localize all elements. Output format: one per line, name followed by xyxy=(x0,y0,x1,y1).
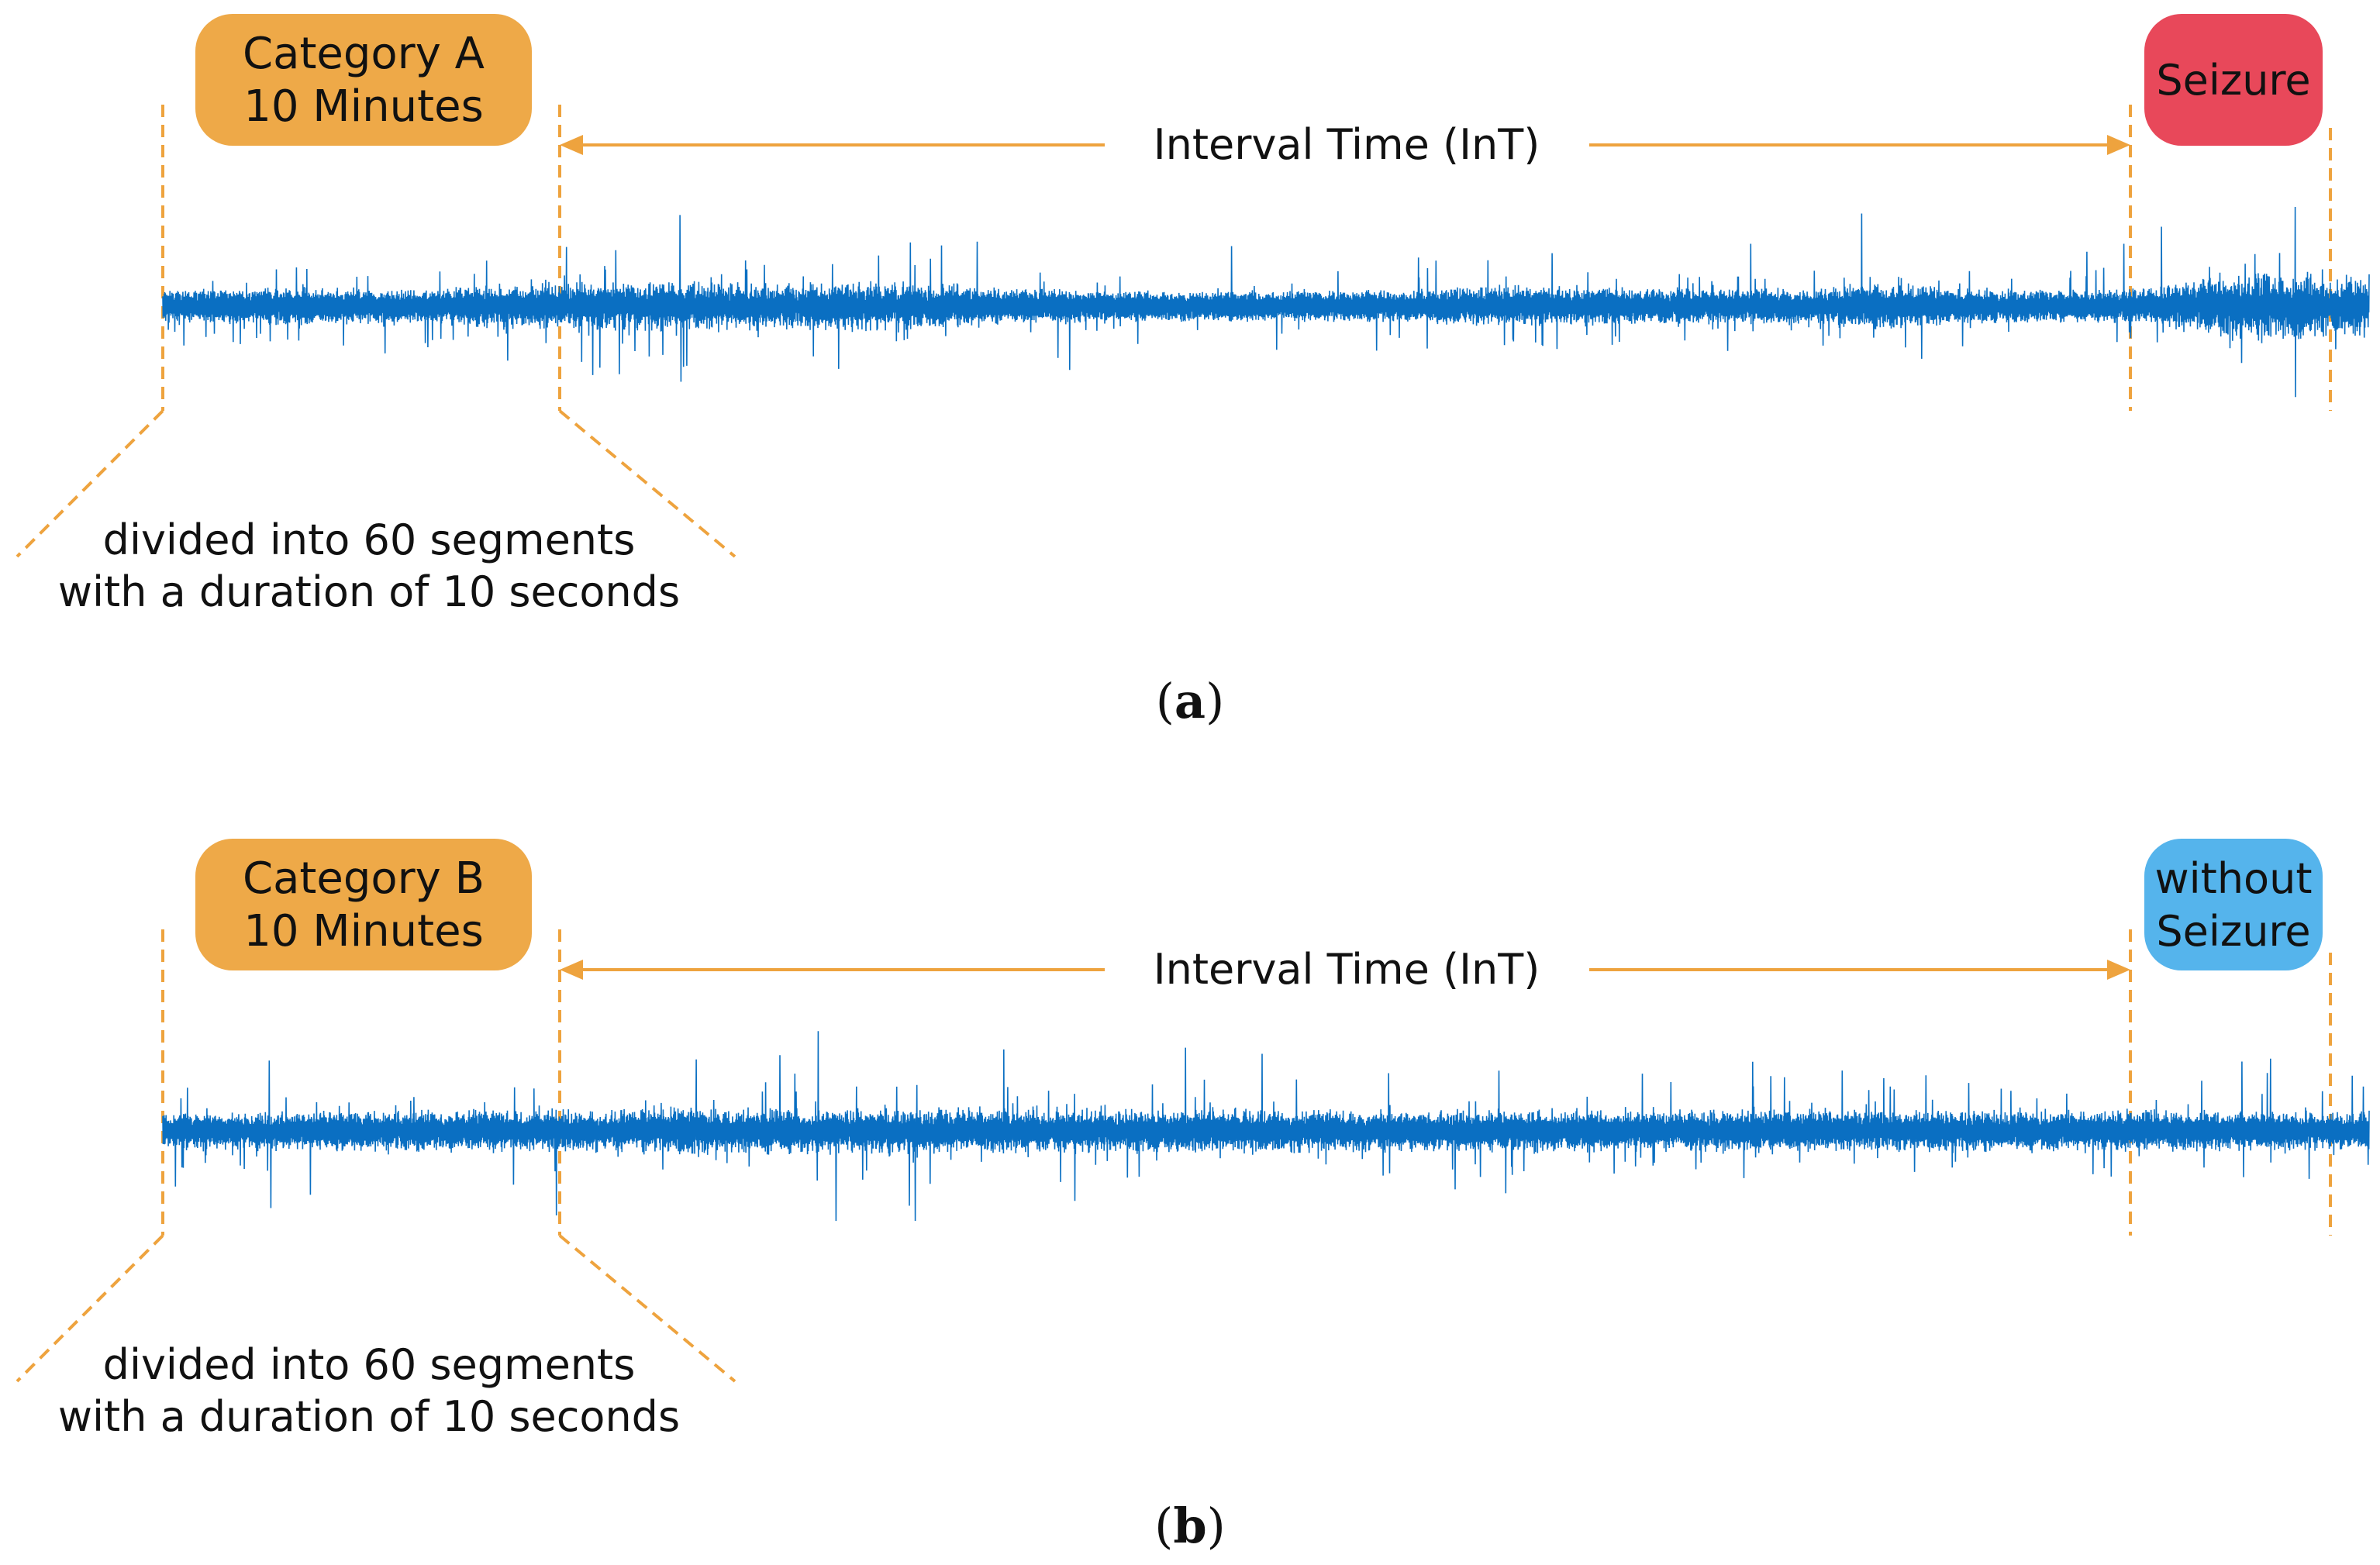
category-name: Category A xyxy=(243,29,485,79)
panel-b: Category B 10 Minutes Interval Time (InT… xyxy=(16,839,2370,1554)
category-box-background xyxy=(195,839,532,970)
eeg-signal-waveform xyxy=(162,206,2370,398)
segment-guides xyxy=(16,105,2332,558)
interval-arrow-right-head xyxy=(2107,135,2130,155)
segments-description-line1: divided into 60 segments xyxy=(103,515,636,564)
interval-arrow: Interval Time (InT) xyxy=(560,945,2130,994)
interval-arrow-left-head xyxy=(560,960,583,980)
interval-time-label: Interval Time (InT) xyxy=(1154,945,1540,994)
category-box: Category B 10 Minutes xyxy=(195,839,532,970)
segments-description-line2: with a duration of 10 seconds xyxy=(58,1392,680,1441)
zoom-left-guide xyxy=(16,1234,164,1383)
without-label: without xyxy=(2154,854,2312,903)
without-seizure-box: without Seizure xyxy=(2144,839,2323,970)
category-box-background xyxy=(195,14,532,146)
panel-caption: (a) xyxy=(1156,673,1225,729)
segments-description-line1: divided into 60 segments xyxy=(103,1340,636,1389)
interval-time-label: Interval Time (InT) xyxy=(1154,120,1540,169)
seizure-box: Seizure xyxy=(2144,14,2323,146)
panel-caption-letter: b xyxy=(1173,1498,1206,1554)
seizure-label: Seizure xyxy=(2156,56,2310,105)
zoom-left-guide xyxy=(16,409,164,558)
interval-arrow-left-head xyxy=(560,135,583,155)
eeg-signal-waveform xyxy=(162,1031,2370,1222)
category-box: Category A 10 Minutes xyxy=(195,14,532,146)
without-seizure-box-background xyxy=(2144,839,2323,970)
interval-arrow-right-head xyxy=(2107,960,2130,980)
panel-caption: (b) xyxy=(1154,1498,1226,1554)
panel-a: Category A 10 Minutes Interval Time (InT… xyxy=(16,14,2370,729)
seizure-box-background xyxy=(2144,14,2323,146)
zoom-right-guide xyxy=(558,1234,736,1383)
category-duration: 10 Minutes xyxy=(243,81,484,132)
panel-caption-letter: a xyxy=(1174,673,1206,729)
zoom-right-guide xyxy=(558,409,736,558)
category-name: Category B xyxy=(243,853,485,904)
category-duration: 10 Minutes xyxy=(243,906,484,957)
segment-guides xyxy=(16,929,2332,1383)
seizure-label: Seizure xyxy=(2156,907,2310,956)
segments-description-line2: with a duration of 10 seconds xyxy=(58,567,680,616)
interval-arrow: Interval Time (InT) xyxy=(560,120,2130,169)
